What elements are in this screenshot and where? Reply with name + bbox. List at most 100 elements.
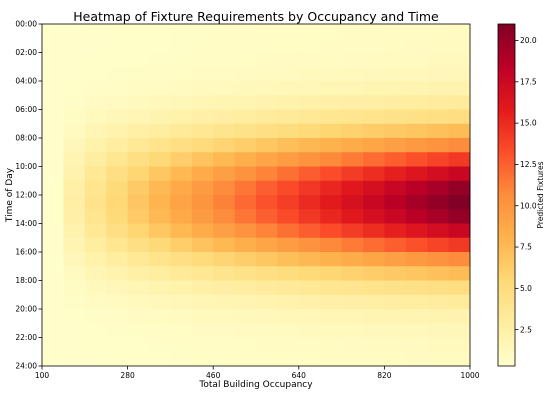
heatmap-cell — [320, 252, 342, 267]
heatmap-cell — [42, 280, 64, 296]
heatmap-cell — [170, 223, 193, 239]
heatmap-cell — [277, 337, 300, 353]
heatmap-cell — [170, 209, 193, 224]
heatmap-cell — [320, 152, 342, 167]
heatmap-cell — [363, 138, 385, 153]
heatmap-cell — [170, 294, 193, 310]
heatmap-cell — [320, 237, 342, 253]
y-tick-label: 04:00 — [15, 77, 37, 86]
heatmap-cell — [341, 152, 364, 167]
heatmap-cell — [149, 351, 171, 367]
heatmap-cell — [149, 109, 171, 125]
heatmap-cell — [149, 337, 171, 353]
heatmap-cell — [427, 52, 449, 68]
heatmap-cell — [170, 52, 193, 68]
heatmap-cell — [277, 237, 300, 253]
heatmap-cell — [84, 323, 107, 338]
heatmap-cell — [298, 109, 321, 125]
heatmap-cell — [84, 38, 107, 53]
heatmap-cell — [191, 180, 214, 196]
heatmap-cell — [363, 195, 385, 210]
heatmap-cell — [256, 123, 278, 139]
heatmap-cell — [234, 95, 257, 110]
heatmap-cell — [213, 66, 235, 82]
heatmap-cell — [106, 95, 128, 110]
heatmap-cell — [320, 337, 342, 353]
heatmap-cell — [127, 152, 150, 167]
heatmap-cell — [63, 223, 86, 239]
heatmap-cell — [427, 195, 449, 210]
heatmap-cell — [427, 38, 449, 53]
heatmap-cell — [234, 166, 257, 182]
heatmap-cell — [213, 252, 235, 267]
heatmap-cell — [256, 195, 278, 210]
heatmap-cell — [63, 123, 86, 139]
heatmap-cell — [234, 52, 257, 68]
heatmap-cell — [448, 152, 471, 167]
heatmap-cell — [448, 237, 471, 253]
y-tick-label: 12:00 — [15, 191, 37, 200]
heatmap-cell — [277, 351, 300, 367]
heatmap-cell — [106, 138, 128, 153]
heatmap-cell — [405, 66, 428, 82]
heatmap-cell — [127, 351, 150, 367]
heatmap-cell — [298, 52, 321, 68]
heatmap-cell — [320, 323, 342, 338]
heatmap-cell — [405, 138, 428, 153]
heatmap-cell — [127, 166, 150, 182]
heatmap-cell — [320, 195, 342, 210]
heatmap-cell — [298, 351, 321, 367]
heatmap-cell — [106, 209, 128, 224]
heatmap-cell — [213, 195, 235, 210]
heatmap-cell — [448, 323, 471, 338]
heatmap-cell — [106, 266, 128, 281]
heatmap-cell — [149, 280, 171, 296]
heatmap-cell — [341, 280, 364, 296]
colorbar-ticks: 2.5 5.0 7.5 10.0 12.5 15.0 17.5 20.0 — [515, 36, 537, 334]
colorbar-tick-label: 10.0 — [520, 201, 537, 210]
heatmap-cell — [42, 309, 64, 324]
heatmap-cell — [256, 180, 278, 196]
heatmap-cell — [405, 337, 428, 353]
heatmap-cell — [127, 138, 150, 153]
heatmap-cell — [256, 209, 278, 224]
heatmap-cell — [170, 237, 193, 253]
heatmap-cell — [341, 81, 364, 96]
heatmap-cell — [363, 24, 385, 39]
heatmap-cell — [427, 138, 449, 153]
heatmap-cell — [277, 52, 300, 68]
heatmap-cell — [63, 152, 86, 167]
heatmap-cell — [63, 66, 86, 82]
heatmap-cell — [256, 152, 278, 167]
colorbar-tick-label: 2.5 — [520, 325, 532, 334]
heatmap-cell — [42, 294, 64, 310]
heatmap-cell — [213, 351, 235, 367]
heatmap-cell — [384, 95, 407, 110]
heatmap-cell — [42, 195, 64, 210]
heatmap-cell — [277, 24, 300, 39]
heatmap-cell — [191, 294, 214, 310]
x-tick-label: 460 — [206, 371, 221, 380]
heatmap-cell — [127, 223, 150, 239]
y-tick-label: 24:00 — [15, 362, 37, 371]
heatmap-cell — [448, 351, 471, 367]
heatmap-cell — [149, 294, 171, 310]
heatmap-cell — [213, 24, 235, 39]
heatmap-cell — [384, 180, 407, 196]
heatmap-cell — [320, 138, 342, 153]
heatmap-cell — [298, 209, 321, 224]
heatmap-cell — [256, 294, 278, 310]
heatmap-cell — [341, 109, 364, 125]
heatmap-cell — [341, 123, 364, 139]
heatmap-cell — [363, 66, 385, 82]
heatmap-cell — [277, 152, 300, 167]
heatmap-cell — [363, 223, 385, 239]
heatmap-cell — [42, 123, 64, 139]
heatmap-cell — [363, 294, 385, 310]
heatmap-cell — [106, 180, 128, 196]
heatmap-cell — [42, 337, 64, 353]
heatmap-cell — [405, 81, 428, 96]
heatmap-cell — [384, 280, 407, 296]
heatmap-cell — [320, 109, 342, 125]
heatmap-cell — [405, 323, 428, 338]
